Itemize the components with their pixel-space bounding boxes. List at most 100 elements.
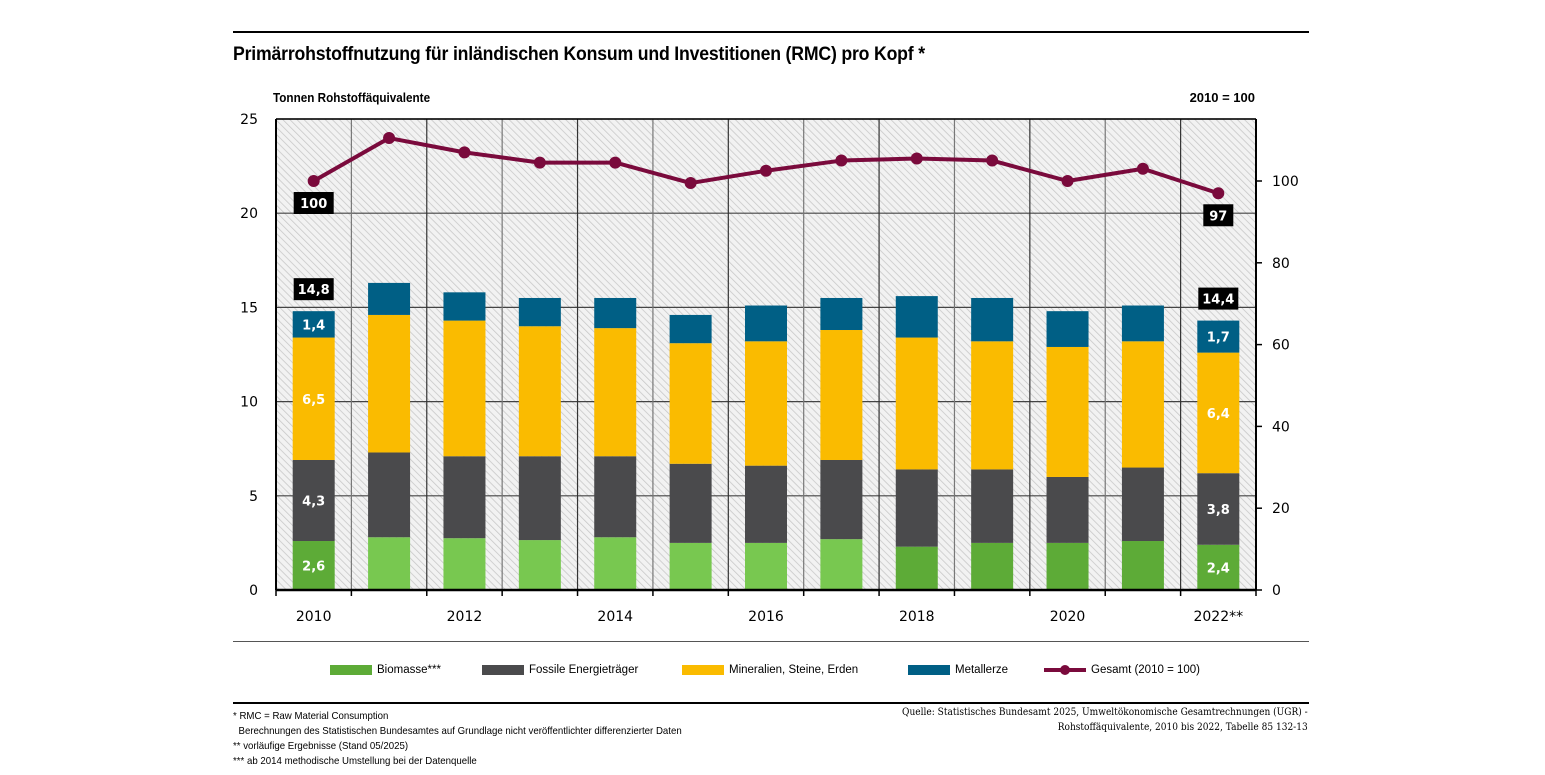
index-line-point: [986, 154, 999, 167]
data-labels: 2,6 4,3 6,5 1,4 14,8 100 2,4 3,8 6,4 1,7 14,4 97: [293, 192, 1239, 576]
bars: [292, 282, 1240, 590]
bar-segment-fossile-energietr-ger: [368, 452, 411, 538]
legend-swatch-metallerze: [908, 665, 950, 675]
legend-label: Fossile Energieträger: [529, 664, 639, 676]
bar-segment-biomasse: [443, 538, 486, 590]
legend-label: Biomasse***: [377, 664, 441, 676]
bar-segment-metallerze: [1197, 320, 1240, 353]
segment-value-label: 6,5: [302, 393, 325, 408]
bar-segment-fossile-energietr-ger: [443, 456, 486, 539]
right-tick-label: 0: [1272, 583, 1281, 599]
index-line-point: [1136, 162, 1149, 175]
bar-segment-metallerze: [820, 297, 863, 331]
legend-label: Mineralien, Steine, Erden: [729, 664, 859, 676]
segment-value-label: 2,4: [1207, 561, 1230, 576]
segment-value-label: 4,3: [302, 495, 325, 510]
bar-segment-mineralien-steine-erden: [820, 330, 863, 461]
legend-item-gesamt: Gesamt (2010 = 100): [1044, 664, 1200, 676]
bar-segment-fossile-energietr-ger: [669, 463, 712, 543]
bar-segment-metallerze: [292, 311, 335, 338]
right-axis-label: 2010 = 100: [1189, 90, 1255, 105]
source-note: Quelle: Statistisches Bundesamt 2025, Um…: [836, 705, 1308, 735]
bar-segment-biomasse: [518, 540, 561, 590]
footnote: * RMC = Raw Material Consumption: [233, 710, 389, 722]
bar-segment-biomasse: [1046, 542, 1089, 590]
segment-value-label: 3,8: [1207, 503, 1230, 518]
left-tick-label: 0: [249, 583, 258, 599]
footnote: Berechnungen des Statistischen Bundesamt…: [238, 725, 682, 737]
bar-segment-biomasse: [1197, 544, 1240, 590]
bar-segment-mineralien-steine-erden: [594, 328, 637, 457]
x-tick-label: 2012: [447, 609, 483, 625]
index-line-point: [835, 154, 848, 167]
total-label: 14,8: [298, 283, 330, 298]
bar-segment-metallerze: [1121, 305, 1164, 342]
bar-segment-biomasse: [669, 542, 712, 590]
footer-rule: [233, 702, 1309, 704]
bar-segment-mineralien-steine-erden: [1197, 352, 1240, 474]
bar-segment-fossile-energietr-ger: [971, 469, 1014, 543]
index-label: 97: [1209, 209, 1227, 224]
bar-segment-mineralien-steine-erden: [745, 341, 787, 466]
index-label-box: [293, 192, 334, 214]
bar-segment-mineralien-steine-erden: [971, 341, 1014, 470]
source-line: Rohstoffäquivalente, 2010 bis 2022, Tabe…: [1058, 721, 1308, 733]
segment-value-label: 6,4: [1207, 407, 1230, 422]
total-label-box: [293, 278, 334, 301]
segment-value-label: 2,6: [302, 560, 325, 575]
bar-segment-biomasse: [368, 537, 411, 590]
footnote: *** ab 2014 methodische Umstellung bei d…: [233, 755, 477, 767]
left-axis-label: Tonnen Rohstoffäquivalente: [273, 90, 431, 105]
left-tick-label: 5: [249, 489, 258, 505]
bar-segment-metallerze: [443, 292, 486, 321]
x-tick-label: 2014: [597, 609, 633, 625]
bar-segment-mineralien-steine-erden: [292, 337, 335, 461]
right-tick-label: 20: [1272, 501, 1290, 517]
bar-segment-biomasse: [745, 542, 787, 590]
total-label-box: [1198, 287, 1239, 310]
bar-segment-metallerze: [518, 297, 561, 327]
bar-segment-mineralien-steine-erden: [518, 326, 561, 457]
right-tick-label: 80: [1272, 256, 1290, 272]
index-label-box: [1203, 204, 1234, 227]
total-label: 14,4: [1202, 293, 1234, 308]
segment-value-label: 1,7: [1207, 331, 1230, 346]
bar-segment-metallerze: [594, 297, 637, 329]
bar-segment-biomasse: [292, 541, 335, 590]
right-tick-label: 60: [1272, 338, 1290, 354]
left-tick-label: 10: [240, 395, 258, 411]
bar-segment-fossile-energietr-ger: [745, 465, 787, 543]
legend-swatch-mineralien: [682, 665, 724, 675]
chart-plot: 0 5 10 15 20 25 0 20 40 60 80 100 2010 2012 2014 2016 20…: [240, 112, 1299, 625]
index-line-point: [1061, 175, 1074, 187]
left-tick-label: 20: [240, 206, 258, 222]
x-tick-label: 2016: [748, 609, 784, 625]
bar-segment-metallerze: [669, 314, 712, 344]
bar-segment-metallerze: [368, 282, 411, 315]
x-tick-label: 2010: [296, 609, 332, 625]
bar-segment-metallerze: [895, 296, 938, 338]
left-tick-label: 25: [240, 112, 258, 128]
bar-segment-metallerze: [971, 297, 1014, 342]
bar-segment-fossile-energietr-ger: [292, 460, 335, 542]
index-line-point: [383, 132, 396, 145]
x-tick-label: 2018: [899, 609, 935, 625]
top-rule: [233, 31, 1309, 33]
index-line-point: [307, 175, 320, 187]
legend-item-mineralien: Mineralien, Steine, Erden: [682, 664, 858, 676]
legend-item-fossile: Fossile Energieträger: [482, 664, 638, 676]
bar-segment-mineralien-steine-erden: [1046, 346, 1089, 477]
footnotes: * RMC = Raw Material Consumption Berechn…: [233, 709, 721, 769]
bar-segment-biomasse: [1121, 541, 1164, 590]
bar-segment-metallerze: [1046, 311, 1089, 347]
index-line-point: [609, 156, 622, 169]
legend-line-marker-icon: [1044, 665, 1086, 675]
index-line-point: [1212, 187, 1225, 200]
left-tick-label: 15: [240, 300, 258, 316]
bar-segment-biomasse: [971, 542, 1014, 590]
bar-segment-fossile-energietr-ger: [1121, 467, 1164, 542]
bar-segment-fossile-energietr-ger: [1197, 473, 1240, 545]
bar-segment-mineralien-steine-erden: [1121, 341, 1164, 468]
x-tick-label: 2020: [1050, 609, 1086, 625]
bar-segment-mineralien-steine-erden: [669, 343, 712, 464]
